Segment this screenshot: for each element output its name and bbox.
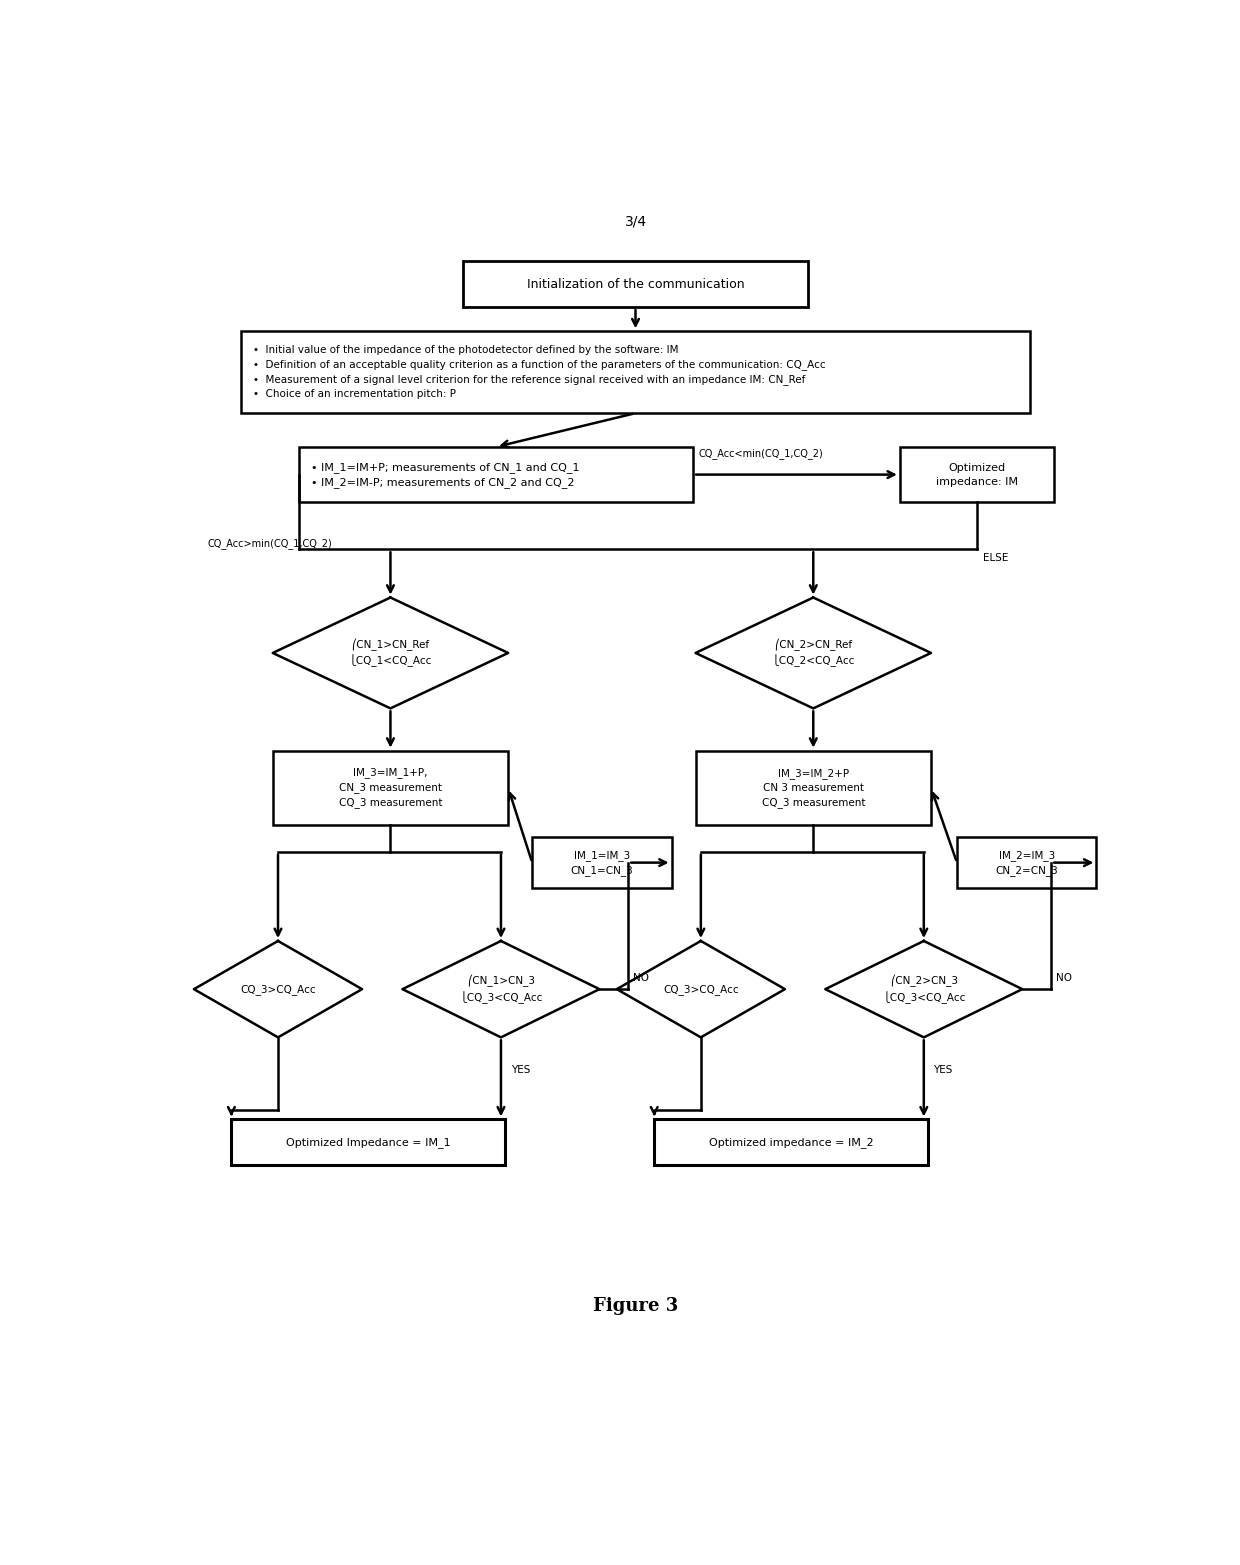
Polygon shape (273, 598, 508, 709)
Text: Figure 3: Figure 3 (593, 1297, 678, 1315)
Text: ⎛CN_1>CN_3
⎩CQ_3<CQ_Acc: ⎛CN_1>CN_3 ⎩CQ_3<CQ_Acc (459, 975, 543, 1003)
Text: Optimized Impedance = IM_1: Optimized Impedance = IM_1 (286, 1136, 450, 1147)
FancyBboxPatch shape (242, 332, 1029, 413)
Text: •  Initial value of the impedance of the photodetector defined by the software: : • Initial value of the impedance of the … (253, 346, 826, 399)
Text: CQ_3>CQ_Acc: CQ_3>CQ_Acc (663, 984, 739, 995)
Text: Initialization of the communication: Initialization of the communication (527, 277, 744, 291)
Text: IM_2=IM_3
CN_2=CN_3: IM_2=IM_3 CN_2=CN_3 (996, 850, 1058, 875)
FancyBboxPatch shape (463, 261, 808, 307)
FancyBboxPatch shape (655, 1119, 928, 1164)
FancyBboxPatch shape (900, 448, 1054, 502)
Text: CQ_Acc>min(CQ_1,CQ_2): CQ_Acc>min(CQ_1,CQ_2) (208, 538, 332, 549)
Text: CQ_3>CQ_Acc: CQ_3>CQ_Acc (241, 984, 316, 995)
Polygon shape (826, 941, 1022, 1038)
Polygon shape (193, 941, 362, 1038)
Polygon shape (616, 941, 785, 1038)
Text: 3/4: 3/4 (625, 214, 646, 228)
FancyBboxPatch shape (273, 751, 508, 825)
Text: Optimized
impedance: IM: Optimized impedance: IM (936, 463, 1018, 487)
Text: ELSE: ELSE (983, 552, 1009, 563)
FancyBboxPatch shape (957, 837, 1096, 887)
Text: ⎛CN_2>CN_3
⎩CQ_3<CQ_Acc: ⎛CN_2>CN_3 ⎩CQ_3<CQ_Acc (882, 975, 966, 1003)
Text: YES: YES (511, 1064, 529, 1075)
FancyBboxPatch shape (532, 837, 672, 887)
Text: IM_1=IM_3
CN_1=CN_3: IM_1=IM_3 CN_1=CN_3 (570, 850, 634, 875)
Text: CQ_Acc<min(CQ_1,CQ_2): CQ_Acc<min(CQ_1,CQ_2) (698, 448, 823, 459)
Text: Optimized impedance = IM_2: Optimized impedance = IM_2 (709, 1136, 873, 1147)
Text: NO: NO (634, 973, 649, 983)
Polygon shape (696, 598, 931, 709)
Text: IM_3=IM_1+P,
CN_3 measurement
CQ_3 measurement: IM_3=IM_1+P, CN_3 measurement CQ_3 measu… (339, 767, 443, 808)
FancyBboxPatch shape (232, 1119, 505, 1164)
Text: IM_3=IM_2+P
CN 3 measurement
CQ_3 measurement: IM_3=IM_2+P CN 3 measurement CQ_3 measur… (761, 768, 866, 808)
Polygon shape (403, 941, 599, 1038)
Text: • IM_1=IM+P; measurements of CN_1 and CQ_1
• IM_2=IM-P; measurements of CN_2 and: • IM_1=IM+P; measurements of CN_1 and CQ… (311, 462, 579, 488)
Text: ⎛CN_2>CN_Ref
⎩CQ_2<CQ_Acc: ⎛CN_2>CN_Ref ⎩CQ_2<CQ_Acc (771, 639, 854, 667)
Text: YES: YES (934, 1064, 952, 1075)
Text: NO: NO (1056, 973, 1071, 983)
FancyBboxPatch shape (696, 751, 931, 825)
FancyBboxPatch shape (299, 448, 693, 502)
Text: ⎛CN_1>CN_Ref
⎩CQ_1<CQ_Acc: ⎛CN_1>CN_Ref ⎩CQ_1<CQ_Acc (348, 639, 432, 667)
